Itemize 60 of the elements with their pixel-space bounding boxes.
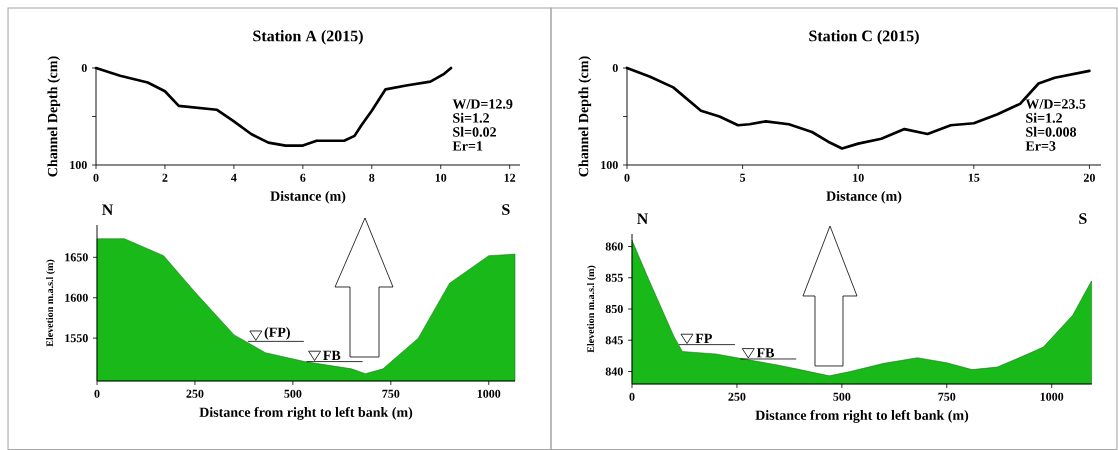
x-tick-label: 8 xyxy=(369,173,375,182)
x-tick-label: 500 xyxy=(833,392,851,401)
x-tick-label: 20 xyxy=(1083,173,1095,182)
y-tick-label: 0 xyxy=(81,63,87,73)
y-tick-label: 100 xyxy=(70,160,87,170)
x-tick-label: 1000 xyxy=(477,389,501,398)
annotation: Sl=0.008 xyxy=(1026,126,1077,137)
y-tick-label: 1550 xyxy=(65,334,88,343)
annotation: Si=1.2 xyxy=(1026,112,1062,123)
x-tick-label: 5 xyxy=(740,173,746,182)
x-tick-label: 750 xyxy=(938,392,956,401)
x-tick-label: 1000 xyxy=(1040,392,1064,401)
x-tick-label: 250 xyxy=(728,392,746,401)
x-tick-label: 0 xyxy=(629,392,635,401)
x-tick-label: 6 xyxy=(300,173,306,182)
y-tick-label: 1650 xyxy=(65,253,88,262)
y-tick-label: 100 xyxy=(601,160,618,170)
x-tick-label: 750 xyxy=(382,389,400,398)
x-tick-label: 10 xyxy=(435,173,447,182)
annotation: FB xyxy=(756,348,775,358)
y-tick-label: 0 xyxy=(612,63,618,73)
chart-title: Station C (2015) xyxy=(809,30,919,45)
text: N xyxy=(102,204,114,215)
annotation: Sl=0.02 xyxy=(453,126,496,137)
annotation: W/D=23.5 xyxy=(1025,99,1086,109)
x-tick-label: 15 xyxy=(968,173,980,182)
x-tick-label: 0 xyxy=(93,173,99,182)
y-tick-label: 1600 xyxy=(65,293,88,302)
x-tick-label: 0 xyxy=(94,389,100,398)
x-tick-label: 0 xyxy=(624,173,630,182)
y-axis-title: Elevetion m.a.s.l (m) xyxy=(46,259,56,347)
annotation: FB xyxy=(323,350,341,360)
x-tick-label: 12 xyxy=(504,173,516,182)
x-tick-label: 500 xyxy=(284,389,302,398)
x-axis-title: Distance (m) xyxy=(270,190,346,204)
annotation: (FP) xyxy=(264,327,290,340)
y-axis-title: Elevetion m.a.s.l (m) xyxy=(587,265,597,353)
x-axis-title: Distance from right to left bank (m) xyxy=(755,409,969,423)
x-axis-title: Distance from right to left bank (m) xyxy=(199,406,413,420)
annotation: Er=1 xyxy=(452,141,483,151)
y-tick-label: 845 xyxy=(605,336,623,345)
annotation: Er=3 xyxy=(1025,141,1056,151)
text: S xyxy=(1079,213,1087,224)
text: S xyxy=(502,204,510,215)
chart-title: Station A (2015) xyxy=(253,30,363,45)
annotation: W/D=12.9 xyxy=(452,99,513,109)
y-tick-label: 855 xyxy=(605,273,623,282)
x-axis-title: Distance (m) xyxy=(826,190,902,204)
text: N xyxy=(637,213,649,224)
y-axis-title: Channel Depth (cm) xyxy=(578,56,592,177)
y-axis-title: Channel Depth (cm) xyxy=(47,56,61,177)
x-tick-label: 10 xyxy=(853,173,864,182)
annotation: Si=1.2 xyxy=(453,112,489,123)
x-tick-label: 2 xyxy=(162,173,168,182)
y-tick-label: 840 xyxy=(605,367,623,376)
x-tick-label: 4 xyxy=(231,173,237,182)
y-tick-label: 860 xyxy=(605,242,623,251)
annotation: FP xyxy=(695,333,712,344)
y-tick-label: 850 xyxy=(605,304,623,314)
x-tick-label: 250 xyxy=(186,389,204,398)
